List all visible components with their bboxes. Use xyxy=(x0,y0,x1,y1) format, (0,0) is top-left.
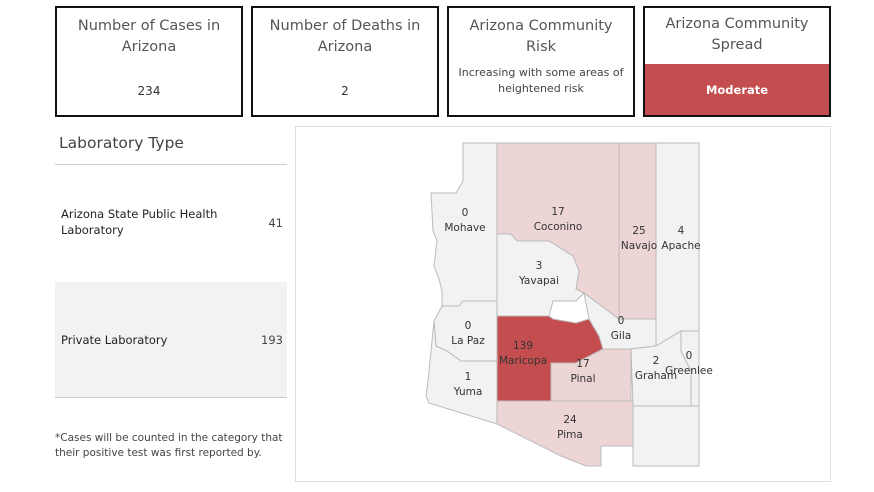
county-name-pima: Pima xyxy=(557,429,583,441)
county-yuma[interactable] xyxy=(425,320,498,425)
cases-card: Number of Cases in Arizona 234 xyxy=(55,6,243,117)
county-name-yavapai: Yavapai xyxy=(518,275,559,287)
county-pima[interactable] xyxy=(496,400,634,467)
spread-level-badge: Moderate xyxy=(645,64,829,115)
lab-row-count: 41 xyxy=(268,216,283,230)
lab-row-name: Private Laboratory xyxy=(61,333,168,347)
county-name-la-paz: La Paz xyxy=(451,335,485,347)
county-name-gila: Gila xyxy=(611,330,631,342)
county-name-navajo: Navajo xyxy=(621,240,657,252)
spread-card: Arizona Community Spread Moderate xyxy=(643,6,831,117)
cases-card-value: 234 xyxy=(137,84,161,98)
county-name-graham: Graham xyxy=(635,370,677,382)
lab-row-state[interactable]: Arizona State Public Health Laboratory 4… xyxy=(55,165,287,281)
county-name-maricopa: Maricopa xyxy=(499,355,547,367)
lab-heading-divider xyxy=(55,164,287,165)
county-greenlee[interactable] xyxy=(680,330,700,407)
county-count-gila: 0 xyxy=(618,315,625,327)
county-count-maricopa: 139 xyxy=(513,340,533,352)
cases-card-title: Number of Cases in Arizona xyxy=(77,18,221,55)
county-count-yuma: 1 xyxy=(465,371,472,383)
county-name-pinal: Pinal xyxy=(570,373,595,385)
deaths-card-value: 2 xyxy=(341,84,349,98)
spread-card-title: Arizona Community Spread xyxy=(665,16,809,53)
county-name-greenlee: Greenlee xyxy=(665,365,713,377)
deaths-card-title: Number of Deaths in Arizona xyxy=(269,18,421,55)
lab-row-private[interactable]: Private Laboratory 193 xyxy=(55,282,287,397)
risk-card-title: Arizona Community Risk xyxy=(469,18,613,55)
county-count-greenlee: 0 xyxy=(686,350,693,362)
county-name-mohave: Mohave xyxy=(444,222,485,234)
county-count-mohave: 0 xyxy=(462,207,469,219)
county-map-svg: 0 Mohave 17 Coconino 25 Navajo 4 Apache 3 Yavapai… xyxy=(425,142,713,467)
county-name-yuma: Yuma xyxy=(453,386,483,398)
county-count-la-paz: 0 xyxy=(465,320,472,332)
county-name-coconino: Coconino xyxy=(534,221,583,233)
county-count-pinal: 17 xyxy=(576,358,589,370)
lab-bottom-divider xyxy=(55,397,287,398)
deaths-card: Number of Deaths in Arizona 2 xyxy=(251,6,439,117)
county-count-yavapai: 3 xyxy=(536,260,543,272)
lab-row-count: 193 xyxy=(261,333,283,347)
county-count-pima: 24 xyxy=(563,414,577,426)
county-count-navajo: 25 xyxy=(632,225,645,237)
county-name-apache: Apache xyxy=(661,240,700,252)
footnote: *Cases will be counted in the category t… xyxy=(55,432,283,459)
county-map: 0 Mohave 17 Coconino 25 Navajo 4 Apache 3 Yavapai… xyxy=(295,126,831,482)
county-cochise[interactable] xyxy=(632,405,700,467)
county-count-coconino: 17 xyxy=(551,206,564,218)
lab-type-heading: Laboratory Type xyxy=(59,134,184,152)
risk-card: Arizona Community Risk Increasing with s… xyxy=(447,6,635,117)
county-count-apache: 4 xyxy=(678,225,685,237)
risk-card-description: Increasing with some areas of heightened… xyxy=(458,66,624,95)
lab-row-name: Arizona State Public Health Laboratory xyxy=(61,207,218,237)
county-count-graham: 2 xyxy=(653,355,660,367)
